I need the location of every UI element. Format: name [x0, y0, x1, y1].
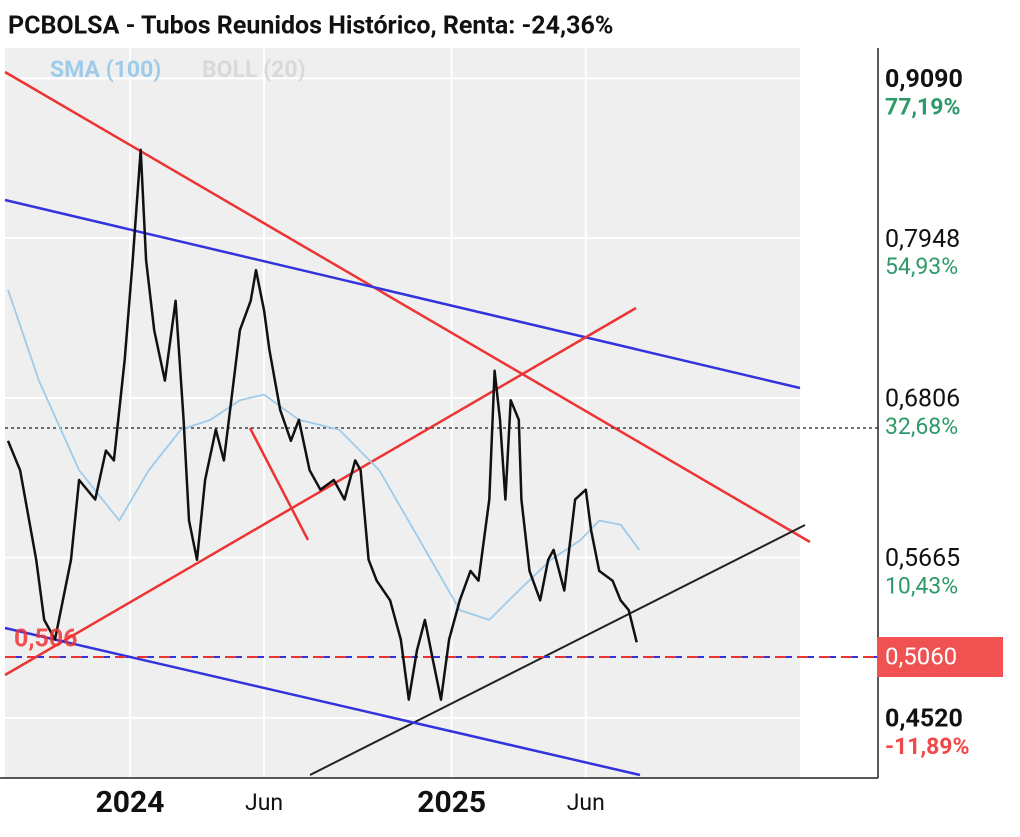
trend-line: [4, 306, 637, 677]
legend-entry: SMA (100): [50, 56, 161, 83]
plot-bg: [5, 48, 800, 778]
title-bar: [0, 0, 878, 48]
series: [6, 148, 641, 701]
y-tick-return: 54,93%: [885, 253, 958, 280]
trend-line: [4, 198, 801, 390]
series-line: [6, 148, 638, 701]
grid: [5, 48, 878, 778]
trend-line: [309, 524, 806, 776]
last-price-label: 0,5060: [885, 642, 957, 670]
y-tick-label: 0,6806: [885, 385, 960, 414]
x-tick-label: Jun: [567, 789, 605, 816]
x-tick-label: 2025: [417, 785, 486, 820]
y-tick-return: 32,68%: [885, 413, 958, 440]
trend-lines: [4, 70, 878, 777]
y-tick-label: 0,4520: [885, 704, 963, 733]
price-line-label: 0,506: [14, 625, 78, 654]
legend-entry: BOLL (20): [202, 56, 306, 83]
y-tick-label: 0,7948: [885, 225, 960, 254]
trend-line: [4, 626, 641, 777]
y-tick-return: -11,89%: [885, 733, 970, 760]
y-tick-return: 10,43%: [885, 573, 958, 600]
chart-title: PCBOLSA - Tubos Reunidos Histórico, Rent…: [8, 12, 613, 41]
x-tick-label: 2024: [96, 785, 165, 820]
y-tick-return: 77,19%: [885, 93, 960, 120]
y-tick-label: 0,5665: [885, 544, 960, 573]
y-tick-label: 0,9090: [885, 65, 963, 94]
trend-line: [4, 70, 811, 544]
x-tick-label: Jun: [245, 789, 283, 816]
trend-line: [248, 427, 310, 541]
last-price-box: [877, 637, 1003, 677]
